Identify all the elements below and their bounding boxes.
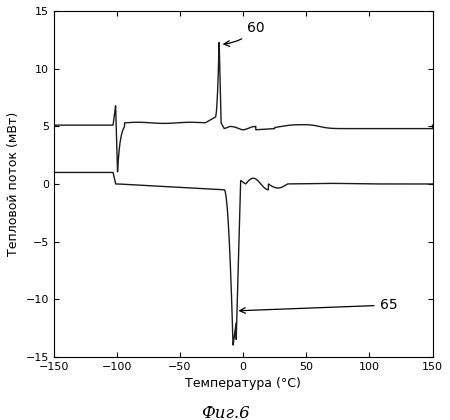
X-axis label: Температура (°C): Температура (°C)	[185, 378, 301, 391]
Text: 65: 65	[240, 298, 397, 313]
Text: 60: 60	[224, 21, 265, 46]
Text: Фиг.6: Фиг.6	[201, 405, 249, 420]
Y-axis label: Тепловой поток (мВт): Тепловой поток (мВт)	[7, 112, 20, 256]
